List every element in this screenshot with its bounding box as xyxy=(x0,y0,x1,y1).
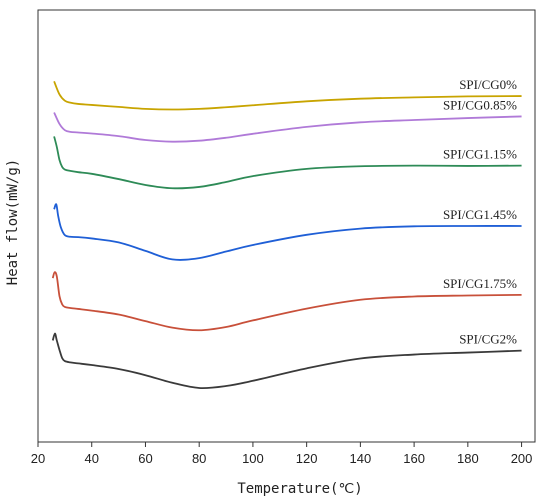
x-tick-label: 40 xyxy=(84,451,98,466)
series-line xyxy=(53,203,522,261)
x-tick-label: 60 xyxy=(138,451,152,466)
series-line xyxy=(53,112,522,143)
series-line xyxy=(51,271,522,332)
x-tick-label: 100 xyxy=(242,451,264,466)
y-axis-title: Heat flow(mW/g) xyxy=(5,159,21,285)
x-tick-label: 20 xyxy=(31,451,45,466)
series-labels: SPI/CG0% SPI/CG0.85% SPI/CG1.15% SPI/CG1.45… xyxy=(443,77,517,347)
x-tick-label: 120 xyxy=(296,451,318,466)
series-label: SPI/CG2% xyxy=(459,332,517,347)
series-label: SPI/CG1.75% xyxy=(443,276,517,291)
series-label: SPI/CG1.45% xyxy=(443,207,517,222)
series-label: SPI/CG0% xyxy=(459,77,517,92)
series-label: SPI/CG0.85% xyxy=(443,97,517,112)
x-tick-label: 200 xyxy=(511,451,533,466)
series-lines xyxy=(51,80,522,390)
x-tick-label: 160 xyxy=(403,451,425,466)
series-line xyxy=(53,136,522,190)
series-line xyxy=(51,332,522,390)
x-axis-ticks: 20 40 60 80 100 120 140 160 180 200 xyxy=(31,442,533,466)
x-tick-label: 140 xyxy=(350,451,372,466)
x-tick-label: 80 xyxy=(192,451,206,466)
plot-frame xyxy=(37,9,536,443)
series-label: SPI/CG1.15% xyxy=(443,147,517,162)
x-axis-title: Temperature(℃) xyxy=(237,481,362,497)
series-line xyxy=(53,80,522,111)
x-tick-label: 180 xyxy=(457,451,479,466)
